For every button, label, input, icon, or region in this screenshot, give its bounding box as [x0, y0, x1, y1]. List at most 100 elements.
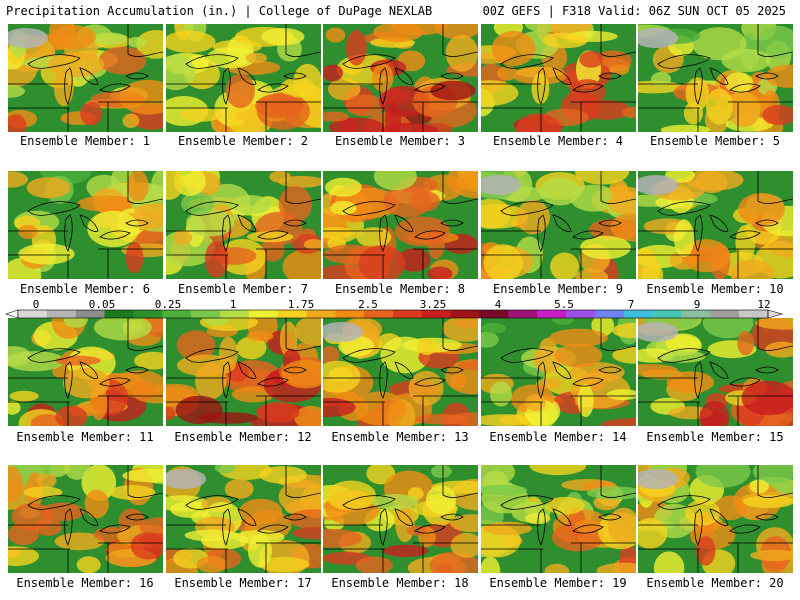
precipitation-field	[8, 465, 163, 573]
ensemble-member-label: Ensemble Member: 5	[649, 134, 781, 148]
ensemble-member-map	[481, 318, 636, 426]
precipitation-field	[166, 171, 321, 279]
great-lakes-outline	[638, 465, 793, 573]
ensemble-member-map	[638, 24, 793, 132]
ensemble-member-map	[481, 465, 636, 573]
precipitation-field	[323, 465, 478, 573]
colorbar-max-arrow	[767, 309, 784, 319]
ensemble-member-label: Ensemble Member: 9	[492, 282, 624, 296]
ensemble-member-label: Ensemble Member: 3	[334, 134, 466, 148]
precipitation-field	[166, 24, 321, 132]
ensemble-member-label: Ensemble Member: 12	[174, 430, 312, 444]
colorbar-segment	[364, 310, 394, 318]
ensemble-member-map	[638, 465, 793, 573]
precipitation-field	[166, 318, 321, 426]
ensemble-member-map	[323, 24, 478, 132]
ensemble-member-label: Ensemble Member: 17	[174, 576, 312, 590]
great-lakes-outline	[8, 24, 163, 132]
precipitation-field	[481, 318, 636, 426]
colorbar-segment	[219, 310, 250, 318]
colorbar-segment	[248, 310, 279, 318]
ensemble-member-map	[638, 318, 793, 426]
great-lakes-outline	[638, 171, 793, 279]
great-lakes-outline	[481, 318, 636, 426]
precipitation-field	[323, 318, 478, 426]
run-info: 00Z GEFS | F318 Valid: 06Z SUN OCT 05 20…	[482, 4, 786, 18]
colorbar-segment	[623, 310, 654, 318]
colorbar-tick-label: 0.05	[88, 298, 116, 311]
precipitation-field	[323, 24, 478, 132]
colorbar-tick-label: 4	[494, 298, 502, 311]
ensemble-member-label: Ensemble Member: 11	[16, 430, 154, 444]
colorbar-tick-label: 2.5	[358, 298, 378, 311]
ensemble-member-map	[638, 171, 793, 279]
great-lakes-outline	[638, 318, 793, 426]
colorbar-tick-label: 1.75	[287, 298, 315, 311]
precipitation-field	[481, 465, 636, 573]
great-lakes-outline	[323, 24, 478, 132]
ensemble-member-label: Ensemble Member: 16	[16, 576, 154, 590]
great-lakes-outline	[481, 24, 636, 132]
great-lakes-outline	[481, 465, 636, 573]
colorbar-segment	[450, 310, 481, 318]
ensemble-member-label: Ensemble Member: 7	[177, 282, 309, 296]
colorbar-segment	[508, 310, 538, 318]
ensemble-member-map	[8, 24, 163, 132]
great-lakes-outline	[166, 171, 321, 279]
ensemble-member-map	[8, 171, 163, 279]
great-lakes-outline	[638, 24, 793, 132]
ensemble-member-label: Ensemble Member: 15	[646, 430, 784, 444]
colorbar-segment	[75, 310, 106, 318]
ensemble-member-label: Ensemble Member: 18	[331, 576, 469, 590]
ensemble-member-map	[166, 318, 321, 426]
colorbar-segment	[421, 310, 452, 318]
colorbar-segment	[335, 310, 365, 318]
colorbar-segment	[162, 310, 192, 318]
great-lakes-outline	[323, 465, 478, 573]
colorbar-min-arrow	[5, 309, 19, 319]
precipitation-field	[481, 24, 636, 132]
great-lakes-outline	[323, 318, 478, 426]
ensemble-member-label: Ensemble Member: 6	[19, 282, 151, 296]
colorbar-segment	[594, 310, 625, 318]
colorbar-segment	[191, 310, 221, 318]
ensemble-member-label: Ensemble Member: 1	[19, 134, 151, 148]
precipitation-field	[638, 318, 793, 426]
colorbar-segment	[739, 310, 769, 318]
precipitation-field	[638, 465, 793, 573]
ensemble-member-label: Ensemble Member: 4	[492, 134, 624, 148]
ensemble-member-map	[481, 171, 636, 279]
great-lakes-outline	[166, 24, 321, 132]
colorbar-tick-label: 12	[757, 298, 771, 311]
ensemble-member-label: Ensemble Member: 19	[489, 576, 627, 590]
precipitation-field	[8, 318, 163, 426]
colorbar-tick-label: 7	[627, 298, 635, 311]
ensemble-member-label: Ensemble Member: 14	[489, 430, 627, 444]
great-lakes-outline	[8, 171, 163, 279]
colorbar-segment	[133, 310, 163, 318]
great-lakes-outline	[166, 318, 321, 426]
ensemble-member-map	[481, 24, 636, 132]
colorbar-segment	[479, 310, 509, 318]
colorbar-segment	[393, 310, 423, 318]
colorbar-segment	[18, 310, 48, 318]
colorbar-segment	[104, 310, 134, 318]
great-lakes-outline	[481, 171, 636, 279]
ensemble-member-map	[166, 171, 321, 279]
ensemble-member-label: Ensemble Member: 13	[331, 430, 469, 444]
precipitation-field	[481, 171, 636, 279]
ensemble-member-map	[166, 24, 321, 132]
colorbar-tick-label: 9	[693, 298, 701, 311]
ensemble-member-map	[323, 171, 478, 279]
colorbar-segment	[277, 310, 307, 318]
great-lakes-outline	[323, 171, 478, 279]
great-lakes-outline	[166, 465, 321, 573]
precipitation-field	[166, 465, 321, 573]
ensemble-member-label: Ensemble Member: 2	[177, 134, 309, 148]
ensemble-member-map	[323, 318, 478, 426]
colorbar-tick-label: 5.5	[554, 298, 574, 311]
colorbar-tick-label: 0	[32, 298, 40, 311]
colorbar-segment	[46, 310, 77, 318]
chart-title: Precipitation Accumulation (in.) | Colle…	[6, 4, 433, 18]
